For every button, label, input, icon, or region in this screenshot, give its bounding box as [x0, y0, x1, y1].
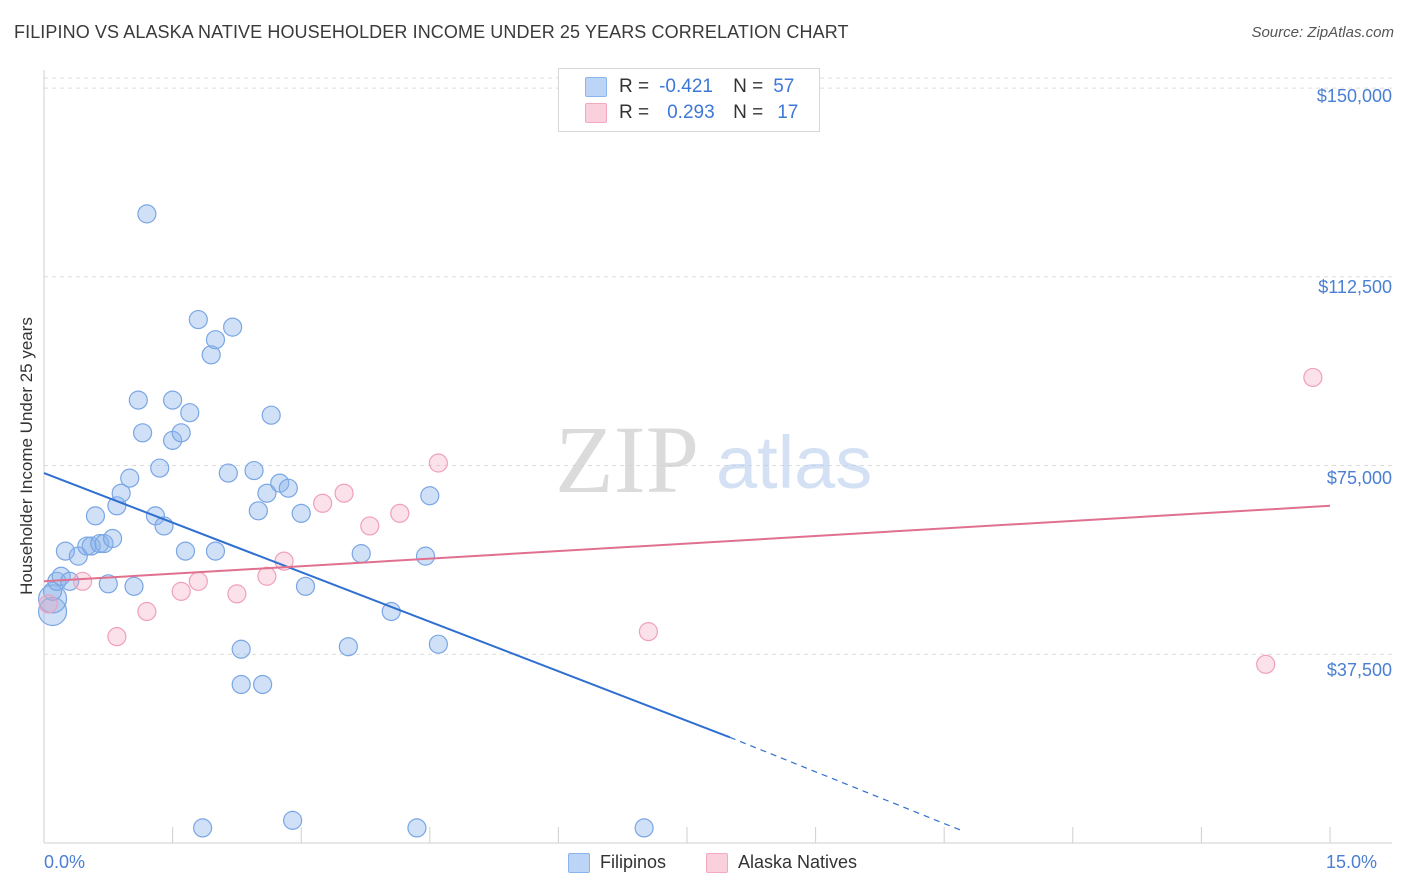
alaska-natives-legend-swatch	[706, 852, 728, 873]
alaska-natives-point	[38, 594, 58, 614]
filipinos-point	[291, 503, 311, 523]
legend-item-alaska-natives: Alaska Natives	[706, 852, 857, 873]
filipinos-point	[188, 309, 208, 330]
filipinos-point	[180, 403, 200, 423]
filipinos-point	[231, 674, 251, 695]
filipinos-point	[128, 390, 148, 410]
filipinos-point	[193, 818, 213, 838]
r-label: R =	[619, 76, 650, 97]
alaska-natives-trend-line	[43, 504, 1331, 583]
filipinos-point	[205, 330, 226, 350]
alaska-natives-point	[257, 566, 277, 586]
alaska-natives-point	[313, 493, 333, 513]
x-tick-label: 0.0%	[44, 852, 86, 872]
alaska-natives-n-value: 17	[777, 102, 799, 123]
filipinos-trend-extension	[729, 736, 962, 831]
alaska-natives-point	[107, 627, 127, 647]
grid	[44, 77, 1392, 655]
filipinos-point	[231, 639, 251, 659]
n-label: N =	[733, 76, 764, 97]
alaska-natives-r-value: 0.293	[667, 102, 715, 123]
filipinos-legend-swatch	[568, 852, 590, 873]
alaska-natives-point	[188, 571, 208, 591]
trend-lines	[43, 472, 1331, 831]
x-tick-label: 15.0%	[1326, 852, 1378, 872]
watermark-atlas: atlas	[716, 421, 872, 504]
filipinos-point	[223, 317, 243, 337]
filipinos-point	[634, 818, 654, 838]
alaska-natives-point	[171, 581, 191, 601]
filipinos-point	[98, 574, 118, 594]
filipinos-point	[338, 637, 358, 657]
alaska-natives-point	[227, 584, 247, 604]
filipinos-point	[124, 576, 144, 596]
alaska-natives-legend-label: Alaska Natives	[738, 852, 858, 872]
legend-row-filipinos: R = -0.421 N = 57	[585, 75, 794, 99]
alaska-natives-point	[1303, 367, 1323, 388]
chart-title: FILIPINO VS ALASKA NATIVE HOUSEHOLDER IN…	[14, 22, 849, 42]
filipinos-point	[55, 541, 76, 561]
filipinos-point	[420, 486, 440, 506]
filipinos-point	[351, 544, 371, 564]
filipinos-point	[132, 423, 153, 443]
filipinos-point	[102, 528, 123, 549]
points-layer	[37, 204, 1323, 838]
alaska-natives-point	[334, 483, 354, 503]
filipinos-r-value: -0.421	[659, 76, 713, 97]
legend-row-alaska-natives: R = 0.293 N = 17	[585, 101, 798, 125]
alaska-natives-point	[428, 453, 448, 473]
filipinos-point	[137, 204, 157, 224]
filipinos-point	[37, 584, 68, 614]
alaska-natives-point	[137, 601, 157, 622]
filipinos-point	[381, 601, 401, 622]
r-label: R =	[619, 102, 650, 123]
y-tick-label: $37,500	[1326, 660, 1392, 680]
alaska-natives-point	[390, 503, 410, 523]
filipinos-point	[253, 674, 273, 695]
source-label: Source: ZipAtlas.com	[1251, 24, 1394, 41]
filipinos-point	[278, 478, 298, 498]
filipinos-point	[244, 460, 264, 481]
filipinos-point	[257, 483, 277, 503]
filipinos-swatch	[585, 77, 607, 97]
filipinos-point	[85, 506, 106, 526]
filipinos-point	[261, 405, 281, 425]
filipinos-n-value: 57	[773, 76, 795, 97]
axes	[43, 70, 1392, 844]
filipinos-point	[171, 423, 191, 443]
filipinos-point	[407, 818, 427, 838]
filipinos-point	[90, 533, 110, 554]
filipinos-point	[175, 541, 196, 561]
n-label: N =	[733, 102, 764, 123]
filipinos-point	[163, 390, 183, 410]
filipinos-point	[201, 345, 221, 365]
filipinos-point	[428, 634, 448, 654]
alaska-natives-point	[72, 571, 93, 591]
alaska-natives-point	[638, 622, 659, 642]
filipinos-trend-line	[43, 472, 731, 739]
y-tick-label: $75,000	[1326, 468, 1392, 488]
alaska-natives-point	[1256, 654, 1276, 674]
filipinos-point	[42, 581, 63, 601]
filipinos-point	[218, 463, 238, 483]
y-tick-label: $150,000	[1316, 86, 1392, 106]
alaska-natives-swatch	[585, 103, 607, 123]
filipinos-point	[248, 501, 268, 521]
filipinos-point	[150, 458, 170, 478]
legend-item-filipinos: Filipinos	[568, 852, 666, 873]
correlation-legend: R = -0.421 N = 57 R = 0.293 N = 17	[558, 68, 820, 132]
filipinos-point	[283, 810, 303, 830]
alaska-natives-point	[360, 516, 380, 536]
filipinos-legend-label: Filipinos	[600, 852, 667, 872]
filipinos-point	[295, 576, 316, 596]
filipinos-point	[415, 546, 436, 566]
watermark-zip: ZIP	[555, 406, 699, 513]
filipinos-point	[120, 468, 140, 488]
y-tick-label: $112,500	[1318, 277, 1392, 297]
filipinos-point	[205, 541, 226, 561]
filipinos-point	[107, 496, 127, 516]
